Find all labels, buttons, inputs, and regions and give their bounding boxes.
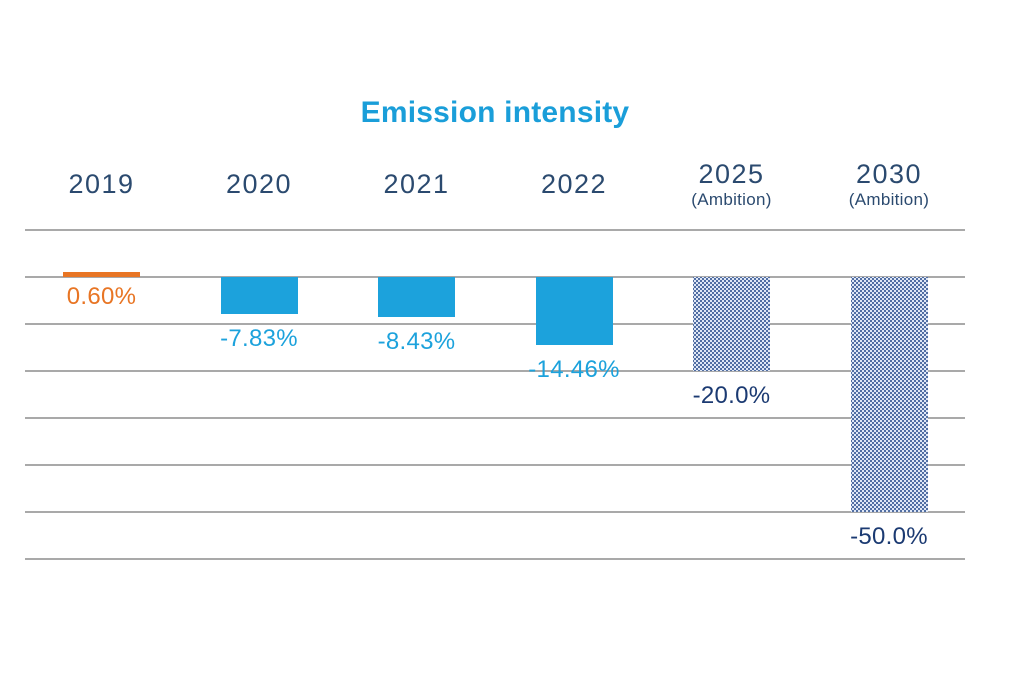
- baseline-marker-2019: [63, 272, 140, 277]
- bar-2025: [693, 277, 770, 371]
- column-header-2030: 2030 (Ambition): [810, 160, 968, 211]
- bar-value-label-2021: -8.43%: [377, 327, 456, 355]
- column-header-2021: 2021: [338, 160, 496, 199]
- bar-2021: [378, 277, 455, 317]
- column-header-2022: 2022: [495, 160, 653, 199]
- gridline: [25, 464, 965, 466]
- chart-title: Emission intensity: [360, 96, 630, 129]
- gridline: [25, 417, 965, 419]
- year-label: 2030: [855, 159, 923, 189]
- gridline: [25, 370, 965, 372]
- bar-2030: [850, 277, 928, 512]
- bar-value-label-2025: -20.0%: [692, 382, 771, 409]
- column-header-2020: 2020: [180, 160, 338, 199]
- year-label: 2019: [68, 169, 135, 199]
- year-label: 2020: [225, 169, 293, 199]
- bar-2020: [220, 277, 298, 314]
- gridline: [25, 323, 965, 325]
- gridline: [25, 276, 965, 278]
- year-label: 2022: [540, 169, 608, 199]
- year-label: 2021: [383, 169, 450, 199]
- bar-value-label-2030: -50.0%: [850, 523, 928, 550]
- gridline: [25, 229, 965, 231]
- bar-value-label-2022: -14.46%: [528, 355, 620, 383]
- gridline: [25, 558, 965, 560]
- gridline: [25, 511, 965, 513]
- ambition-sublabel: (Ambition): [691, 190, 772, 210]
- ambition-sublabel: (Ambition): [848, 190, 930, 210]
- plot-area: 0.60% -7.83% -8.43% -14.46% -20.0% -50.0%: [25, 229, 965, 560]
- bar-2022: [535, 277, 613, 345]
- column-header-2025: 2025 (Ambition): [653, 160, 811, 211]
- column-header-2019: 2019: [23, 160, 181, 199]
- year-label: 2025: [698, 159, 765, 189]
- bar-value-label-2020: -7.83%: [220, 324, 298, 352]
- bar-value-label-2019: 0.60%: [66, 283, 137, 310]
